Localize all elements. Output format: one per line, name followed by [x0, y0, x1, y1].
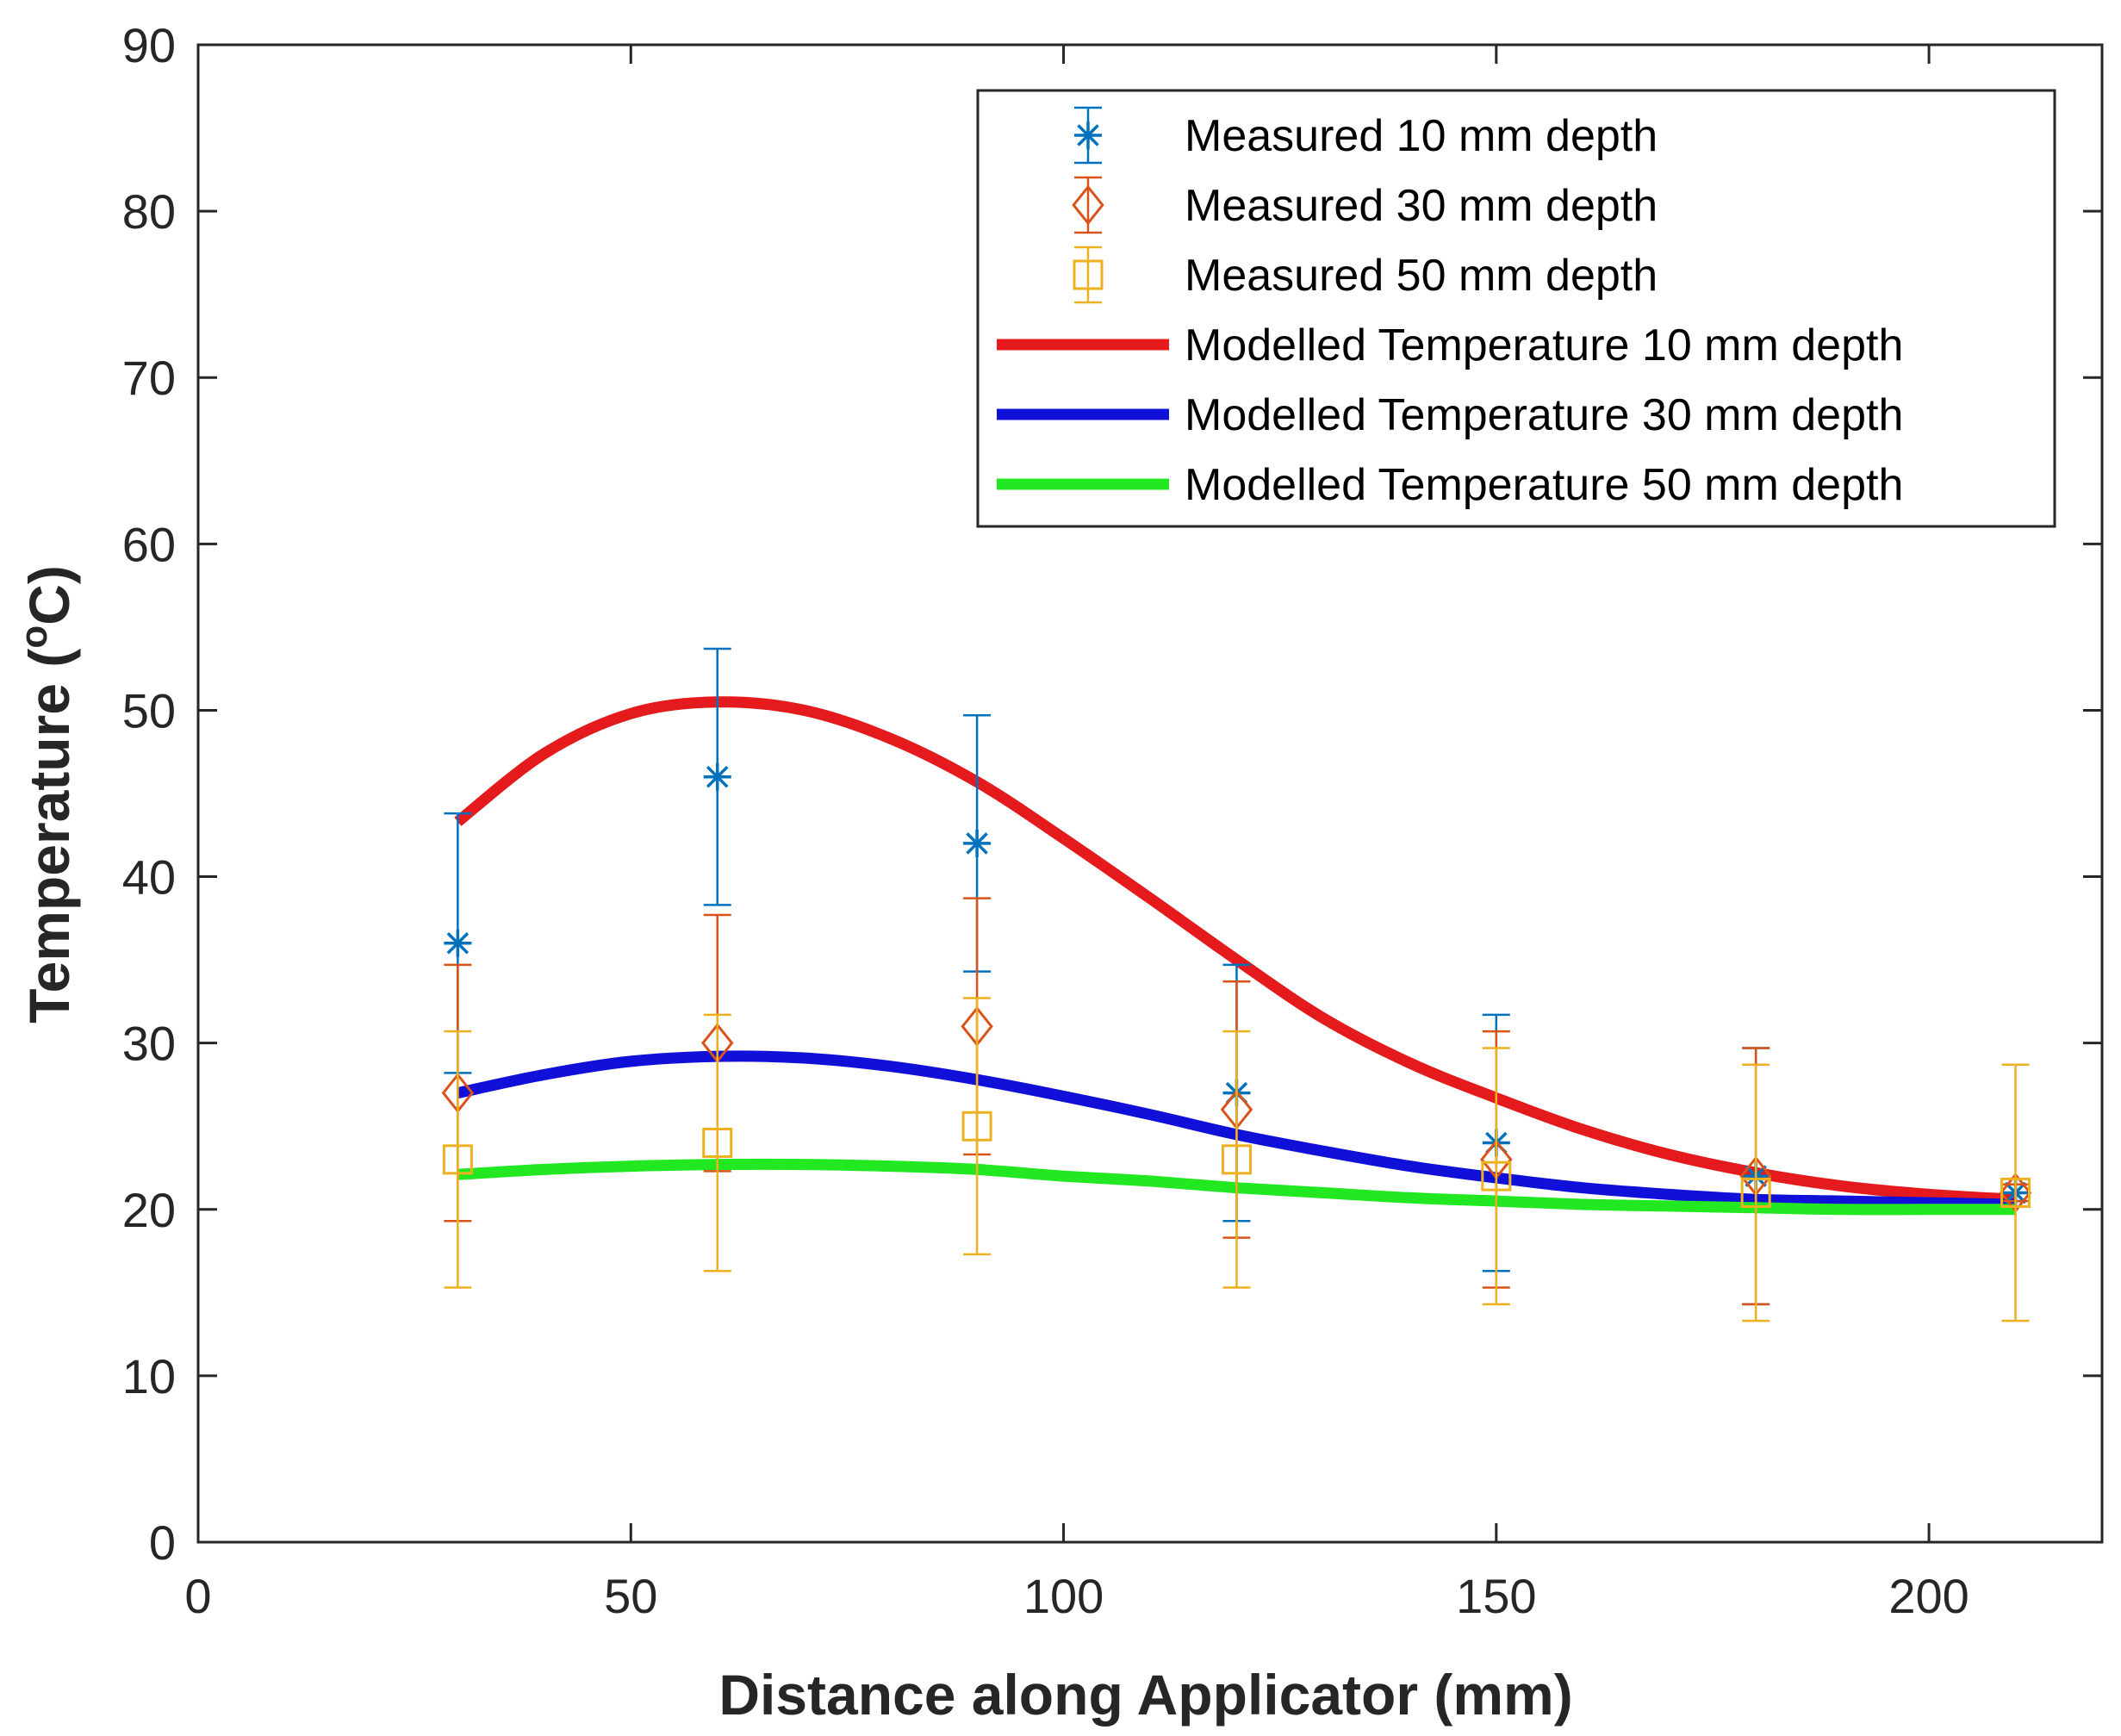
x-tick-label: 0: [184, 1569, 211, 1623]
legend-marker: [1072, 184, 1104, 226]
y-tick-label: 80: [122, 184, 176, 239]
data-point-marker: [442, 1144, 473, 1175]
legend-marker: [1073, 259, 1104, 290]
legend-label: Modelled Temperature 30 mm depth: [1185, 390, 1903, 440]
data-point-marker: [2000, 1177, 2031, 1208]
data-point-marker: [444, 929, 472, 957]
data-point-marker: [963, 829, 992, 857]
plot-frame: [196, 43, 2104, 1544]
x-tick-label: 100: [1023, 1569, 1104, 1623]
legend-label: Measured 30 mm depth: [1185, 181, 1658, 231]
legend-label: Modelled Temperature 10 mm depth: [1185, 320, 1903, 370]
y-tick-label: 30: [122, 1017, 176, 1071]
legend-marker: [1074, 121, 1102, 149]
legend-entry-modelled-50mm: Modelled Temperature 50 mm depth: [997, 460, 1903, 510]
y-tick-label: 40: [122, 850, 176, 905]
x-tick-label: 200: [1888, 1569, 1969, 1623]
asterisk-stroke: [706, 765, 729, 788]
data-point-marker: [1740, 1177, 1771, 1208]
x-axis-ticks: 0 50 100 150 200: [184, 45, 1969, 1623]
data-point-marker: [1481, 1160, 1512, 1192]
data-point-marker: [702, 1128, 733, 1159]
y-axis-ticks: 0 10 20 30 40 50 60 70 80 90: [122, 18, 2102, 1570]
legend: Measured 10 mm depth Measured 30 mm depth…: [976, 89, 2056, 528]
y-tick-label: 20: [122, 1183, 176, 1237]
asterisk-stroke: [966, 832, 988, 855]
y-tick-label: 10: [122, 1349, 176, 1403]
asterisk-stroke: [1077, 124, 1099, 146]
data-point-marker: [1221, 1144, 1252, 1175]
y-tick-label: 0: [149, 1515, 176, 1570]
data-point-marker: [961, 1111, 992, 1142]
measured-series-50mm: [442, 997, 2031, 1322]
y-axis-label: Temperature (oC): [13, 565, 81, 1024]
legend-label: Modelled Temperature 50 mm depth: [1185, 460, 1903, 510]
legend-entry-modelled-30mm: Modelled Temperature 30 mm depth: [997, 390, 1903, 440]
legend-entry-measured-50mm: Measured 50 mm depth: [1073, 246, 1658, 304]
y-tick-label: 60: [122, 517, 176, 571]
legend-box: [976, 89, 2056, 528]
legend-label: Measured 50 mm depth: [1185, 251, 1658, 301]
x-axis-label: Distance along Applicator (mm): [718, 1663, 1572, 1727]
y-tick-label: 90: [122, 18, 176, 72]
x-tick-label: 50: [604, 1569, 657, 1623]
plot-area-border: [196, 43, 2104, 1544]
x-tick-label: 150: [1456, 1569, 1536, 1623]
data-point-marker: [703, 762, 731, 791]
measured-errorbars: [441, 647, 2032, 1322]
asterisk-stroke: [446, 932, 470, 955]
y-tick-label: 50: [122, 683, 176, 737]
y-tick-label: 70: [122, 351, 176, 405]
legend-entry-modelled-10mm: Modelled Temperature 10 mm depth: [997, 320, 1903, 370]
legend-entry-measured-30mm: Measured 30 mm depth: [1072, 176, 1658, 234]
legend-label: Measured 10 mm depth: [1185, 111, 1658, 161]
legend-entry-measured-10mm: Measured 10 mm depth: [1074, 106, 1658, 165]
